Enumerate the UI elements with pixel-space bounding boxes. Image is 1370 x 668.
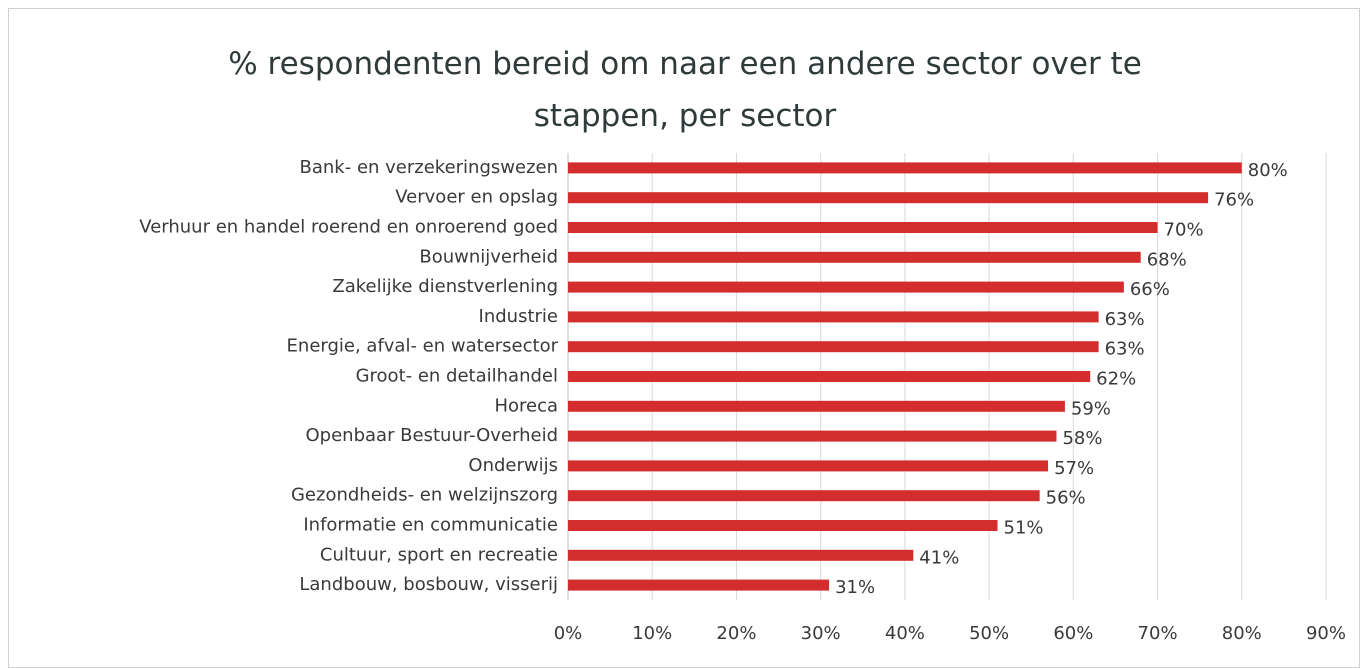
x-tick-label: 20% (716, 623, 756, 644)
bar (568, 222, 1158, 233)
y-tick-label: Bouwnijverheid (419, 246, 558, 267)
data-label: 63% (1105, 339, 1145, 360)
x-tick-label: 70% (1138, 623, 1178, 644)
bar (568, 400, 1065, 412)
y-tick-label: Groot- en detailhandel (356, 366, 558, 387)
y-tick-label: Gezondheids- en welzijnszorg (291, 485, 558, 506)
bar (568, 251, 1141, 263)
data-label: 62% (1096, 369, 1136, 390)
bar (568, 371, 1091, 382)
bar (568, 490, 1040, 502)
y-tick-label: Vervoer en opslag (395, 187, 558, 208)
data-label: 57% (1054, 458, 1094, 479)
x-tick-label: 90% (1306, 623, 1346, 644)
y-tick-label: Informatie en communicatie (303, 515, 558, 536)
bar (568, 520, 998, 531)
y-tick-label: Industrie (479, 306, 558, 327)
bar (568, 549, 914, 561)
y-tick-label: Horeca (494, 395, 558, 416)
data-label: 56% (1046, 488, 1086, 509)
data-label: 63% (1105, 309, 1145, 330)
data-label: 70% (1164, 220, 1204, 241)
bar (568, 579, 830, 591)
bar (568, 192, 1209, 204)
data-label: 66% (1130, 279, 1170, 300)
bar (568, 311, 1099, 323)
data-label: 41% (919, 547, 959, 568)
x-tick-label: 0% (554, 623, 583, 644)
data-label: 76% (1214, 190, 1254, 211)
y-tick-label: Verhuur en handel roerend en onroerend g… (139, 217, 558, 238)
bar (568, 162, 1242, 174)
x-tick-label: 10% (632, 623, 672, 644)
y-tick-label: Openbaar Bestuur-Overheid (306, 425, 559, 446)
x-tick-label: 50% (969, 623, 1009, 644)
data-label: 58% (1062, 428, 1102, 449)
x-tick-label: 60% (1053, 623, 1093, 644)
y-tick-label: Onderwijs (468, 455, 558, 476)
y-tick-label: Cultuur, sport en recreatie (320, 544, 558, 565)
data-label: 59% (1071, 398, 1111, 419)
bar (568, 281, 1124, 293)
data-label: 51% (1004, 518, 1044, 539)
y-tick-label: Landbouw, bosbouw, visserij (299, 574, 558, 595)
x-tick-label: 30% (801, 623, 841, 644)
chart-title: % respondenten bereid om naar een andere… (228, 46, 1142, 134)
x-tick-label: 80% (1222, 623, 1262, 644)
data-label: 80% (1248, 160, 1288, 181)
x-tick-label: 40% (885, 623, 925, 644)
y-tick-label: Energie, afval- en watersector (287, 336, 559, 357)
bar (568, 341, 1099, 353)
data-label: 68% (1147, 249, 1187, 270)
bar (568, 430, 1057, 442)
bar (568, 460, 1049, 472)
data-label: 31% (835, 577, 875, 598)
y-tick-label: Zakelijke dienstverlening (332, 276, 558, 297)
y-tick-label: Bank- en verzekeringswezen (300, 157, 558, 178)
